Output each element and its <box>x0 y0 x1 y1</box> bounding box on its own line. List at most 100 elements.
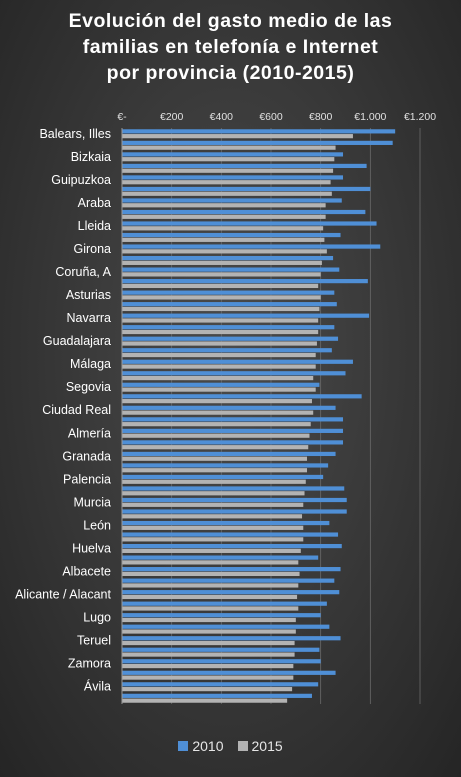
chart-title-line-2: familias en telefonía e Internet <box>82 36 379 58</box>
category-label: León <box>83 518 111 532</box>
bar-2010-row-7 <box>122 198 342 203</box>
bar-2015-row-12 <box>122 260 322 265</box>
bar-2010-row-22 <box>122 371 346 376</box>
bar-2010-row-9 <box>122 221 377 226</box>
category-label: Asturias <box>66 288 111 302</box>
bars <box>122 129 396 703</box>
bar-2015-row-13 <box>122 272 321 277</box>
bar-2010-row-15 <box>122 290 335 295</box>
bar-2015-row-1 <box>122 134 353 139</box>
bar-2010-row-44 <box>122 624 330 629</box>
bar-2010-row-24 <box>122 394 362 399</box>
bar-2010-row-43 <box>122 613 321 618</box>
bar-2010-row-48 <box>122 670 336 675</box>
bar-2015-row-24 <box>122 399 312 404</box>
bar-2015-row-28 <box>122 445 309 450</box>
category-label: Almería <box>68 426 111 440</box>
bar-2010-row-8 <box>122 209 366 215</box>
bar-2015-row-32 <box>122 491 305 496</box>
bar-2010-row-46 <box>122 647 320 652</box>
bar-2015-row-27 <box>122 433 310 438</box>
bar-2010-row-37 <box>122 543 342 549</box>
bar-2015-row-33 <box>122 502 304 507</box>
bar-2015-row-3 <box>122 157 335 162</box>
bar-2015-row-5 <box>122 180 331 185</box>
x-tick-labels: €- €200 €400 €600 €800 €1.000 €1.200 <box>117 111 436 123</box>
bar-2010-row-11 <box>122 244 381 249</box>
category-label: Ciudad Real <box>42 403 111 417</box>
bar-2010-row-1 <box>122 129 396 134</box>
bar-2015-row-42 <box>122 606 299 611</box>
bar-2015-row-7 <box>122 203 326 208</box>
bar-2015-row-25 <box>122 410 314 415</box>
legend-item-2010: 2010 <box>178 738 224 754</box>
bar-2010-row-12 <box>122 255 334 261</box>
bar-2010-row-34 <box>122 509 347 514</box>
grid-layer <box>121 128 421 704</box>
category-label: Alicante / Alacant <box>15 588 111 602</box>
bar-2010-row-41 <box>122 590 340 595</box>
category-label: Lleida <box>78 219 111 233</box>
category-label: Balears, Illes <box>39 127 111 141</box>
bar-2015-row-48 <box>122 675 294 680</box>
bar-2015-row-20 <box>122 352 316 358</box>
bar-2010-row-20 <box>122 348 332 353</box>
bar-2010-row-49 <box>122 682 319 687</box>
bar-2010-row-16 <box>122 302 337 307</box>
bar-2010-row-47 <box>122 659 321 664</box>
bar-2010-row-25 <box>122 405 336 410</box>
bar-2015-row-2 <box>122 145 336 150</box>
category-label: Málaga <box>70 357 111 371</box>
bar-2010-row-13 <box>122 267 340 272</box>
legend: 2010 2015 <box>0 738 461 754</box>
bar-2015-row-47 <box>122 663 294 669</box>
bar-2015-row-21 <box>122 364 316 369</box>
legend-label-2015: 2015 <box>251 738 283 754</box>
bar-2010-row-19 <box>122 336 339 341</box>
bar-2010-row-2 <box>122 140 393 145</box>
category-label: Lugo <box>83 611 111 625</box>
x-tick-label: €600 <box>259 111 283 123</box>
bar-2015-row-10 <box>122 237 325 242</box>
bar-2015-row-18 <box>122 329 319 335</box>
category-label: Guipuzkoa <box>51 173 111 187</box>
bar-2010-row-3 <box>122 152 344 157</box>
bar-2010-row-28 <box>122 440 344 445</box>
x-tick-label: €- <box>117 111 127 123</box>
x-tick-label: €1.000 <box>354 111 386 123</box>
bar-2010-row-10 <box>122 232 341 238</box>
category-label: Palencia <box>63 472 111 486</box>
bar-2015-row-9 <box>122 226 324 231</box>
bar-2010-row-27 <box>122 428 344 433</box>
bar-2010-row-5 <box>122 175 344 180</box>
bar-2015-row-26 <box>122 422 311 427</box>
category-label: Araba <box>78 196 111 210</box>
bar-2010-row-6 <box>122 186 371 192</box>
bar-2015-row-16 <box>122 306 320 312</box>
x-tick-label: €1.200 <box>404 111 436 123</box>
bar-2010-row-36 <box>122 532 339 537</box>
category-label: Granada <box>62 449 111 463</box>
bar-2010-row-23 <box>122 382 320 387</box>
bar-2010-row-33 <box>122 497 347 503</box>
legend-item-2015: 2015 <box>237 738 283 754</box>
x-tick-label: €800 <box>309 111 333 123</box>
bar-2015-row-6 <box>122 191 332 196</box>
category-label: Coruña, A <box>55 265 111 279</box>
bar-2015-row-15 <box>122 295 321 300</box>
bar-2010-row-21 <box>122 359 353 364</box>
bar-2015-row-4 <box>122 168 334 173</box>
bar-2010-row-14 <box>122 279 368 284</box>
bar-2015-row-44 <box>122 629 296 634</box>
bar-2010-row-35 <box>122 520 330 526</box>
bar-2010-row-39 <box>122 567 341 572</box>
bar-2015-row-11 <box>122 249 327 254</box>
bar-2010-row-26 <box>122 417 344 422</box>
bar-2010-row-31 <box>122 474 324 480</box>
category-label: Teruel <box>77 634 111 648</box>
category-label: Bizkaia <box>71 150 111 164</box>
bar-2015-row-43 <box>122 617 296 623</box>
bar-2015-row-35 <box>122 525 304 530</box>
